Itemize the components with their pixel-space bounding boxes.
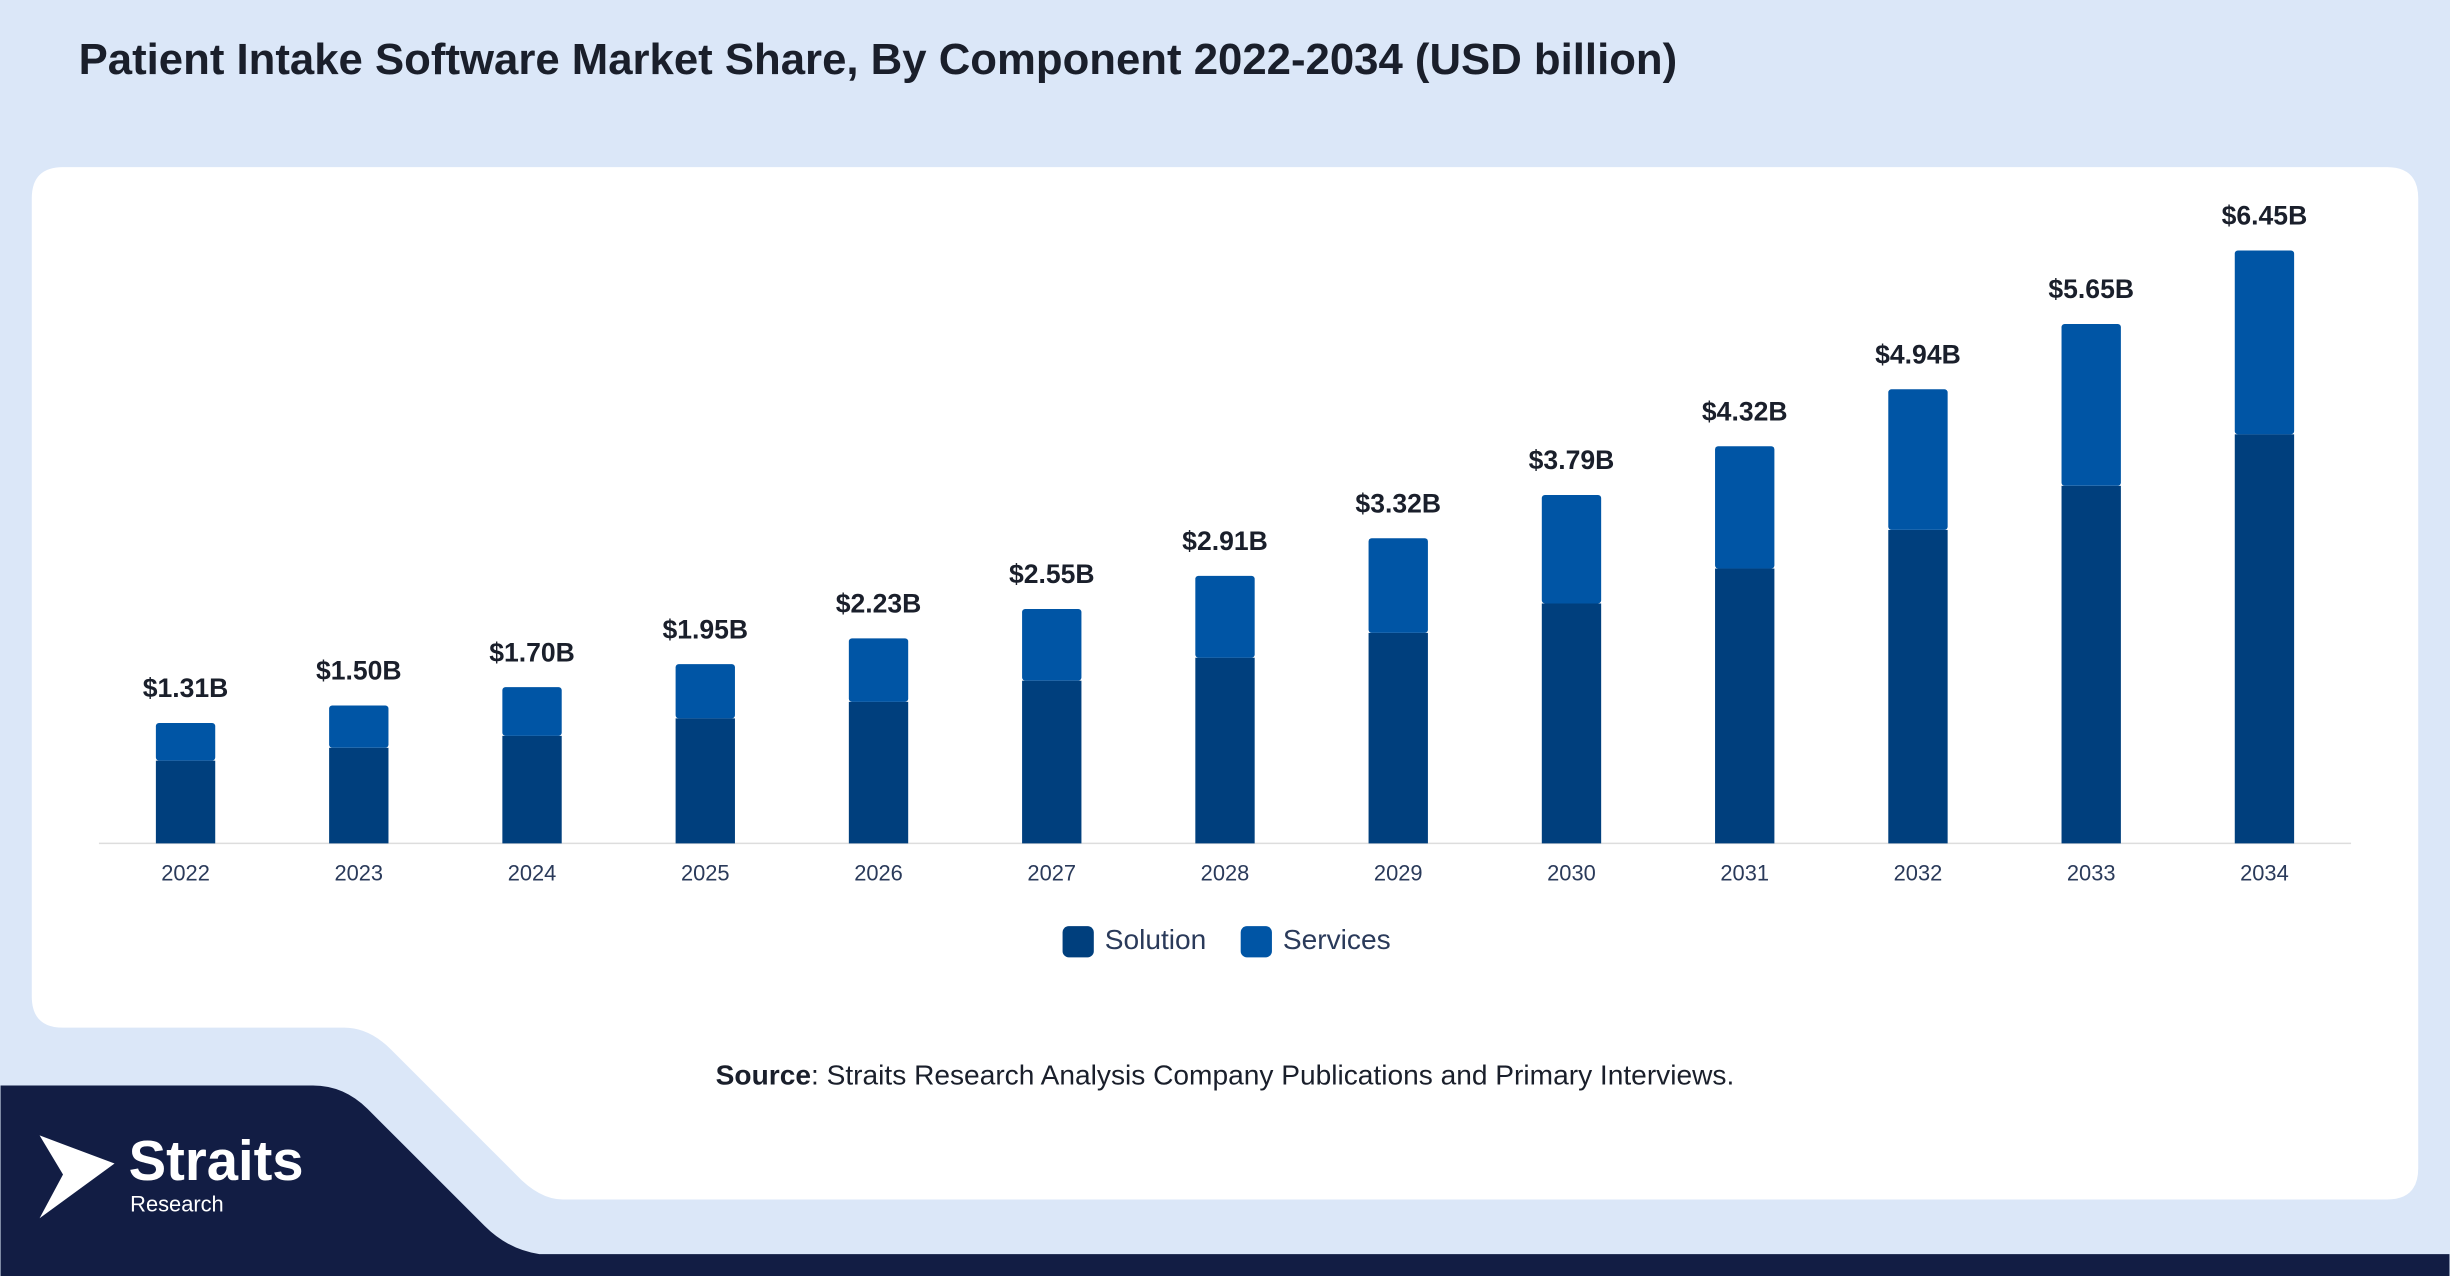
legend-swatch (1062, 926, 1094, 958)
source-text: : Straits Research Analysis Company Publ… (811, 1060, 1734, 1091)
bar-segment (848, 638, 909, 702)
bar-segment (1022, 680, 1082, 844)
bar-segment (329, 705, 389, 748)
x-tick-label: 2025 (681, 860, 730, 885)
x-tick-label: 2023 (334, 860, 383, 885)
logo-icon (39, 1135, 115, 1219)
x-tick-label: 2032 (1894, 860, 1943, 885)
total-label: $2.55B (1009, 559, 1095, 589)
legend-swatch (1240, 926, 1272, 958)
bar-segment (1368, 538, 1428, 633)
logo-sub: Research (130, 1191, 224, 1216)
total-label: $2.23B (836, 589, 922, 619)
total-label: $4.94B (1875, 339, 1961, 369)
bar-segment (329, 747, 389, 844)
x-tick-label: 2027 (1027, 860, 1076, 885)
total-label: $5.65B (2048, 274, 2134, 304)
x-tick-label: 2030 (1547, 860, 1596, 885)
total-label: $1.70B (489, 637, 575, 667)
x-tick-label: 2028 (1201, 860, 1250, 885)
bar-segment (675, 664, 735, 719)
bar-segment (2234, 250, 2295, 435)
total-label: $3.32B (1355, 488, 1441, 518)
x-tick-label: 2029 (1374, 860, 1423, 885)
bar-segment (155, 722, 216, 761)
bar-segment (1195, 575, 1255, 658)
bar-segment (1022, 608, 1082, 681)
bar-segment (1715, 568, 1775, 844)
bar-segment (1195, 657, 1255, 844)
x-tick-label: 2024 (508, 860, 557, 885)
logo-name: Straits (129, 1129, 304, 1192)
total-label: $1.95B (662, 614, 748, 644)
x-tick-label: 2022 (161, 860, 210, 885)
bar-segment (1715, 446, 1775, 569)
x-tick-label: 2034 (2240, 860, 2289, 885)
bar-segment (1541, 494, 1602, 604)
total-label: $4.32B (1702, 396, 1788, 426)
bar-segment (1888, 529, 1948, 844)
bar-segment (1888, 389, 1948, 530)
legend-label: Solution (1105, 924, 1207, 955)
source-label: Source (716, 1060, 811, 1091)
bar-segment (502, 735, 562, 844)
footer-band (0, 1085, 2450, 1276)
total-label: $1.31B (143, 673, 229, 703)
bar-segment (1541, 603, 1602, 844)
bar-segment (502, 687, 562, 736)
bar-segment (2061, 324, 2121, 486)
legend-label: Services (1283, 924, 1391, 955)
x-tick-label: 2026 (854, 860, 903, 885)
bar-segment (1368, 632, 1428, 844)
chart-title: Patient Intake Software Market Share, By… (79, 35, 1678, 84)
x-tick-label: 2033 (2067, 860, 2116, 885)
x-tick-label: 2031 (1720, 860, 1769, 885)
total-label: $1.50B (316, 656, 402, 686)
source: Source: Straits Research Analysis Compan… (716, 1060, 1735, 1091)
bar-segment (155, 760, 216, 844)
total-label: $6.45B (2222, 201, 2308, 231)
bar-segment (848, 701, 909, 844)
bar-segment (2234, 434, 2295, 844)
total-label: $3.79B (1529, 445, 1615, 475)
total-label: $2.91B (1182, 526, 1268, 556)
bar-segment (2061, 485, 2121, 844)
bar-segment (675, 718, 735, 844)
